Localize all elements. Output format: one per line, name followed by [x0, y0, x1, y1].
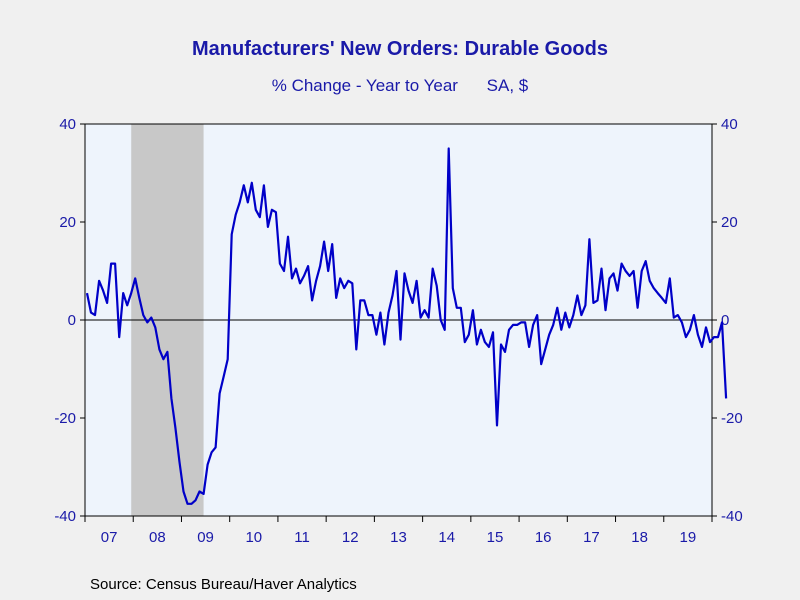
- y-tick-label-right: -20: [721, 410, 743, 427]
- x-tick-label: 17: [583, 529, 600, 546]
- y-tick-label-left: -20: [54, 410, 76, 427]
- x-tick-label: 14: [438, 529, 455, 546]
- y-tick-label-left: 0: [68, 312, 76, 329]
- x-tick-label: 09: [197, 529, 214, 546]
- x-tick-label: 10: [245, 529, 262, 546]
- subtitle-units: SA, $: [486, 76, 529, 95]
- subtitle-measure: % Change - Year to Year: [271, 76, 458, 95]
- x-tick-label: 12: [342, 529, 359, 546]
- y-tick-label-left: 20: [59, 214, 76, 231]
- x-tick-label: 19: [680, 529, 697, 546]
- y-tick-label-right: 0: [721, 312, 729, 329]
- y-tick-label-left: 40: [59, 116, 76, 133]
- y-tick-label-right: -40: [721, 508, 743, 525]
- y-tick-label-right: 20: [721, 214, 738, 231]
- series-line: [85, 147, 728, 505]
- x-tick-label: 13: [390, 529, 407, 546]
- y-tick-label-left: -40: [54, 508, 76, 525]
- x-tick-label: 15: [487, 529, 504, 546]
- x-tick-label: 08: [149, 529, 166, 546]
- x-tick-label: 07: [101, 529, 118, 546]
- y-tick-label-right: 40: [721, 116, 738, 133]
- chart-title: Manufacturers' New Orders: Durable Goods: [192, 38, 608, 60]
- x-tick-label: 16: [535, 529, 552, 546]
- x-tick-label: 18: [631, 529, 648, 546]
- chart-subtitle: % Change - Year to Year SA, $: [0, 76, 800, 96]
- x-tick-label: 11: [294, 529, 310, 546]
- source-note: Source: Census Bureau/Haver Analytics: [90, 576, 357, 593]
